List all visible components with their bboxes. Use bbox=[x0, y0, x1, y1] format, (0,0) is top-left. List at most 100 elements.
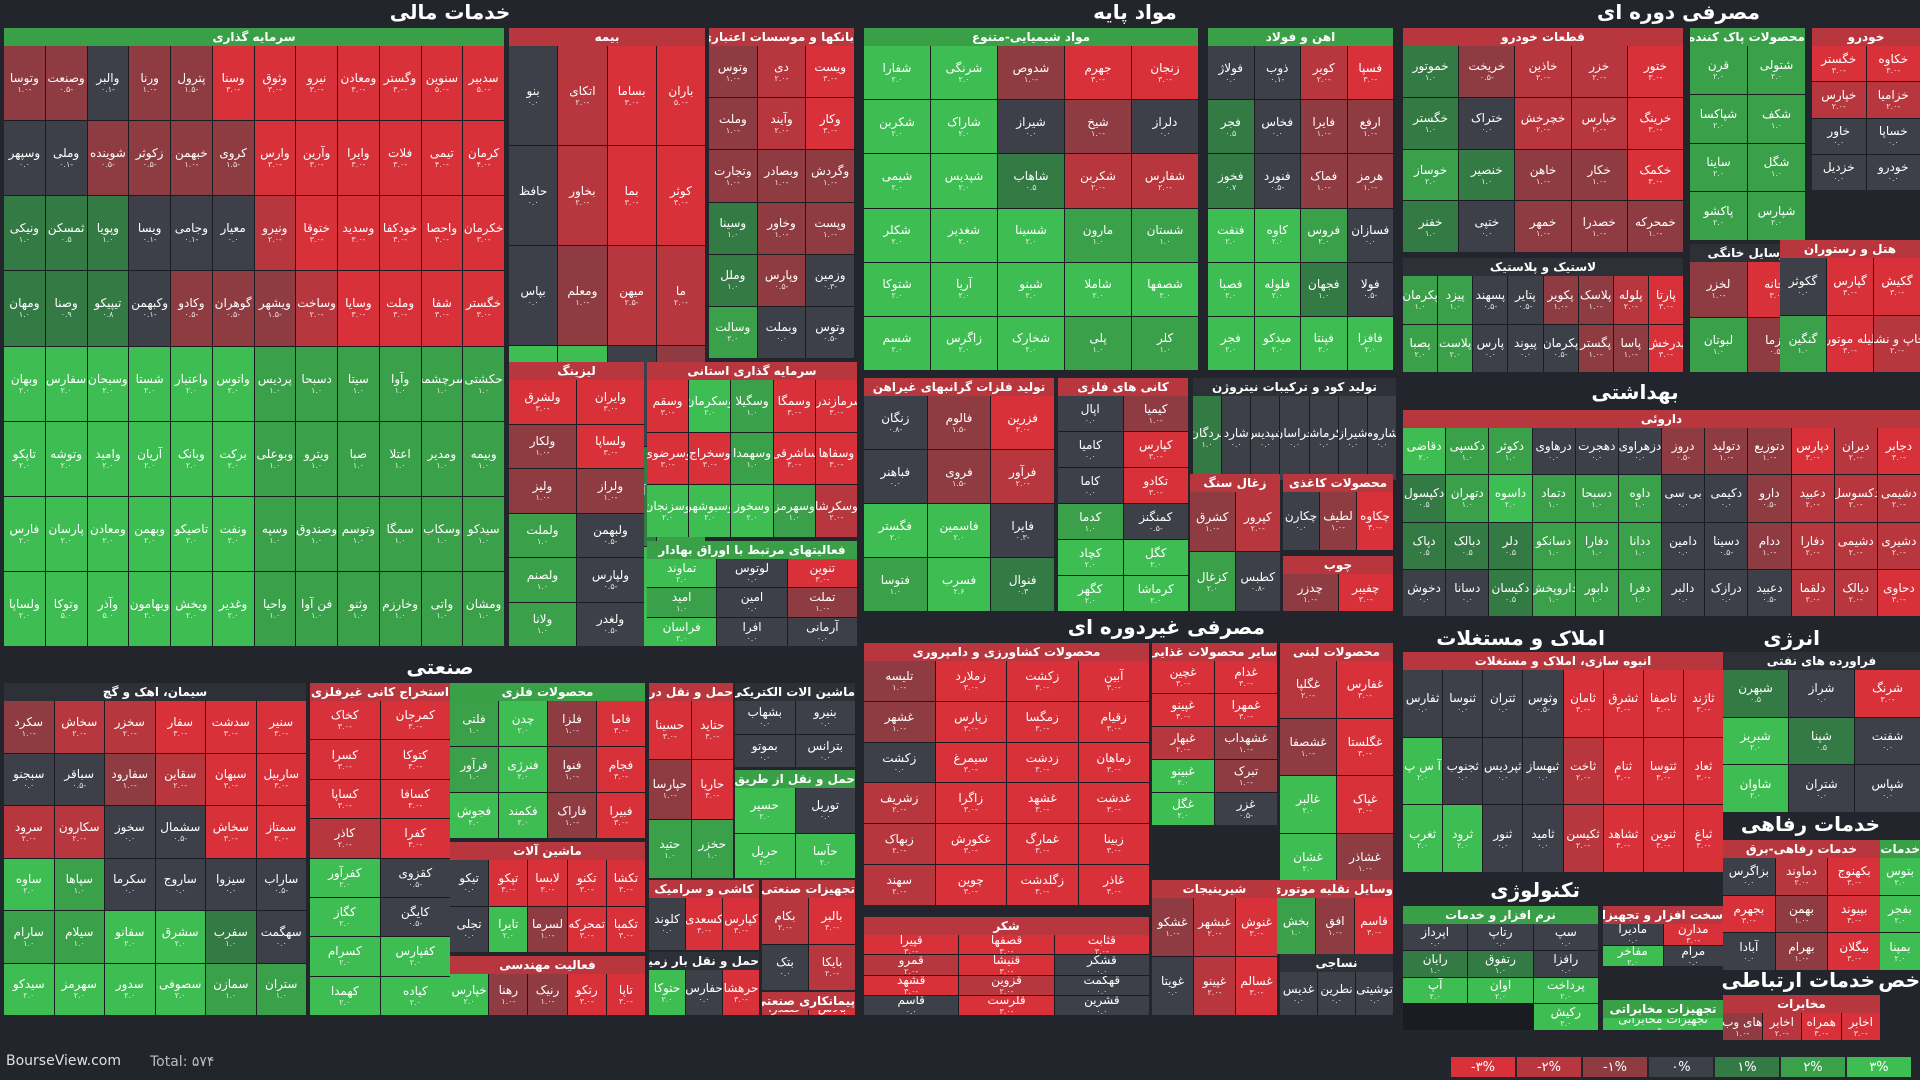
stock-tile[interactable]: غفارس -۳.۰ bbox=[1337, 661, 1393, 718]
stock-tile[interactable]: سفارود -۱.۰ bbox=[105, 753, 155, 805]
stock-tile[interactable]: حاریا -۳.۰ bbox=[691, 760, 733, 819]
stock-tile[interactable]: سدور ۲.۰ bbox=[105, 963, 155, 1015]
stock-tile[interactable]: وصندوق ۱.۰ bbox=[296, 496, 337, 571]
stock-tile[interactable]: وتجارت -۱.۰ bbox=[709, 150, 757, 202]
stock-tile[interactable]: وثنو ۱.۰ bbox=[338, 571, 379, 646]
stock-tile[interactable]: فرآور ۱.۰ bbox=[450, 747, 498, 792]
stock-tile[interactable]: درازک ۰.۰ bbox=[1705, 569, 1748, 616]
stock-tile[interactable]: شراز ۰.۰ bbox=[1789, 670, 1854, 717]
stock-tile[interactable]: کفرا -۳.۰ bbox=[380, 819, 450, 858]
stock-tile[interactable]: دماوند -۲.۰ bbox=[1775, 858, 1828, 895]
stock-tile[interactable]: کقزوی -۰.۵ bbox=[380, 858, 450, 897]
stock-tile[interactable]: ولانا ۱.۰ bbox=[509, 602, 576, 646]
stock-tile[interactable]: تبرک -۱.۰ bbox=[1215, 760, 1277, 792]
stock-tile[interactable]: وبانک ۲.۰ bbox=[171, 421, 212, 496]
stock-tile[interactable]: سنیر -۳.۰ bbox=[256, 701, 306, 753]
stock-tile[interactable]: کایگن -۰.۵ bbox=[380, 897, 450, 937]
stock-tile[interactable]: وسنا -۳.۰ bbox=[212, 46, 254, 121]
stock-tile[interactable]: والبر -۰.۱ bbox=[87, 46, 129, 121]
stock-tile[interactable]: سیلام ۱.۰ bbox=[54, 911, 104, 963]
stock-tile[interactable]: کفرآور ۲.۰ bbox=[310, 858, 380, 897]
stock-tile[interactable]: تاپا -۳.۰ bbox=[606, 974, 645, 1015]
stock-tile[interactable]: غپینو -۳.۰ bbox=[1152, 694, 1214, 726]
stock-tile[interactable]: وساخت -۲.۰ bbox=[296, 271, 337, 346]
stock-tile[interactable]: سکارون -۲.۰ bbox=[54, 806, 104, 858]
stock-tile[interactable]: بمپنا ۲.۰ bbox=[1880, 933, 1920, 970]
stock-tile[interactable]: شیراز ۰.۰ bbox=[1338, 396, 1367, 480]
stock-tile[interactable]: تلیسه -۱.۰ bbox=[864, 661, 935, 701]
stock-tile[interactable]: قرن ۲.۰ bbox=[1690, 46, 1747, 94]
stock-tile[interactable]: دکپسول ۰.۵ bbox=[1403, 475, 1446, 522]
stock-tile[interactable]: دفارا ۱.۰ bbox=[1575, 522, 1618, 569]
stock-tile[interactable]: وسکرمان۲.۰ bbox=[689, 380, 731, 432]
stock-tile[interactable]: فنفت ۲.۰ bbox=[1208, 208, 1254, 262]
stock-tile[interactable]: کساپا -۳.۰ bbox=[310, 779, 380, 819]
stock-tile[interactable]: وغدیر ۲.۰ bbox=[212, 571, 254, 646]
stock-tile[interactable]: شصفها ۲.۰ bbox=[1132, 262, 1198, 316]
stock-tile[interactable]: دتهران ۱.۰ bbox=[1446, 475, 1489, 522]
stock-tile[interactable]: غشهداب -۱.۰ bbox=[1215, 727, 1277, 759]
stock-tile[interactable]: وبیمه ۱.۰ bbox=[463, 421, 504, 496]
stock-tile[interactable]: مادیرا ۰.۰ bbox=[1603, 924, 1663, 945]
stock-tile[interactable]: شیراز ۰.۰ bbox=[998, 100, 1064, 154]
stock-tile[interactable]: دسینا -۰.۵ bbox=[1705, 522, 1748, 569]
stock-tile[interactable]: پردیس ۱.۰ bbox=[254, 346, 296, 421]
stock-tile[interactable]: کرماشا ۲.۰ bbox=[1123, 576, 1188, 611]
stock-tile[interactable]: شفا -۳.۰ bbox=[421, 271, 463, 346]
stock-tile[interactable]: فلوله ۲.۰ bbox=[1254, 262, 1300, 316]
stock-tile[interactable]: دابور ۱.۰ bbox=[1575, 569, 1618, 616]
stock-tile[interactable]: بشهاب ۰.۰ bbox=[735, 701, 795, 734]
stock-tile[interactable]: زاگرس ۲.۰ bbox=[931, 316, 997, 370]
stock-tile[interactable]: پارس ۰.۰ bbox=[1473, 324, 1508, 372]
stock-tile[interactable]: تکنو -۳.۰ bbox=[567, 860, 606, 906]
stock-tile[interactable]: فتوسا ۱.۰ bbox=[864, 558, 927, 611]
stock-tile[interactable]: چفیبر -۳.۰ bbox=[1338, 574, 1393, 611]
stock-tile[interactable]: تیمی -۴.۰ bbox=[421, 121, 463, 196]
stock-tile[interactable]: خکمک -۳.۰ bbox=[1627, 149, 1683, 201]
stock-tile[interactable]: فاسمین ۲.۰ bbox=[927, 504, 991, 557]
stock-tile[interactable]: خکار -۱.۰ bbox=[1571, 149, 1627, 201]
stock-tile[interactable]: ومهان ۱.۰ bbox=[4, 271, 45, 346]
stock-tile[interactable]: واتی ۱.۰ bbox=[421, 571, 463, 646]
stock-tile[interactable]: کطبس -۰.۸ bbox=[1235, 552, 1280, 611]
stock-tile[interactable]: شسم ۲.۰ bbox=[864, 316, 930, 370]
stock-tile[interactable]: سرود -۲.۰ bbox=[4, 806, 54, 858]
stock-tile[interactable]: فلات -۳.۰ bbox=[379, 121, 421, 196]
stock-tile[interactable]: خودکفا -۳.۰ bbox=[379, 196, 421, 271]
stock-tile[interactable]: وسایا -۳.۰ bbox=[338, 271, 379, 346]
stock-tile[interactable]: شخارک ۲.۰ bbox=[998, 316, 1064, 370]
stock-tile[interactable]: شپدیس ۲.۰ bbox=[931, 154, 997, 208]
stock-tile[interactable]: سفار -۳.۰ bbox=[155, 701, 205, 753]
stock-tile[interactable]: وسکاب ۱.۰ bbox=[421, 496, 463, 571]
stock-tile[interactable]: قاسم -۳.۰ bbox=[1355, 898, 1393, 954]
stock-tile[interactable]: تاصیکو ۲.۰ bbox=[171, 496, 212, 571]
stock-tile[interactable]: شپنا ۰.۵ bbox=[1789, 717, 1854, 765]
stock-tile[interactable]: غمارگ -۳.۰ bbox=[1007, 824, 1078, 865]
stock-tile[interactable]: قاسم ۰.۰ bbox=[864, 995, 959, 1015]
stock-tile[interactable]: دارو -۰.۵ bbox=[1748, 475, 1791, 522]
stock-tile[interactable]: حرهشا -۳.۰ bbox=[723, 970, 759, 1015]
stock-tile[interactable]: بزاگرس ۰.۰ bbox=[1723, 858, 1775, 895]
stock-tile[interactable]: غالبر ۲.۰ bbox=[1280, 776, 1336, 833]
stock-tile[interactable]: پرداخت ۲.۰ bbox=[1533, 977, 1598, 1004]
stock-tile[interactable]: خصدرا-۲.۰ bbox=[762, 1010, 808, 1015]
stock-tile[interactable]: هرمز -۱.۰ bbox=[1347, 154, 1393, 208]
stock-tile[interactable]: برکت ۲.۰ bbox=[212, 421, 254, 496]
stock-tile[interactable]: بخاور -۲.۰ bbox=[558, 146, 607, 246]
stock-tile[interactable]: خبهمن -۱.۰ bbox=[171, 121, 212, 196]
stock-tile[interactable]: وپست -۱.۰ bbox=[806, 202, 854, 254]
stock-tile[interactable]: شاملا ۲.۰ bbox=[1065, 262, 1131, 316]
stock-tile[interactable]: خموتور ۱.۰ bbox=[1403, 46, 1459, 97]
stock-tile[interactable]: ثفارس ۰.۰ bbox=[1403, 670, 1443, 737]
stock-tile[interactable]: شتولی ۲.۰ bbox=[1748, 46, 1805, 94]
stock-tile[interactable]: چوین -۳.۰ bbox=[935, 865, 1006, 905]
stock-tile[interactable]: فایرا -۱.۰ bbox=[1301, 100, 1347, 154]
stock-tile[interactable]: گوهران -۰.۵ bbox=[212, 271, 254, 346]
stock-tile[interactable]: رنیک -۱.۰ bbox=[528, 974, 567, 1015]
stock-tile[interactable]: فنوال ۰.۳ bbox=[991, 558, 1054, 611]
stock-tile[interactable]: وتوسم ۱.۰ bbox=[338, 496, 379, 571]
stock-tile[interactable]: ویست -۳.۰ bbox=[806, 46, 854, 98]
stock-tile[interactable]: دسبحا ۱.۰ bbox=[1575, 475, 1618, 522]
stock-tile[interactable]: وتوکا ۵.۰ bbox=[45, 571, 87, 646]
stock-tile[interactable]: فولا -۰.۵ bbox=[1347, 262, 1393, 316]
